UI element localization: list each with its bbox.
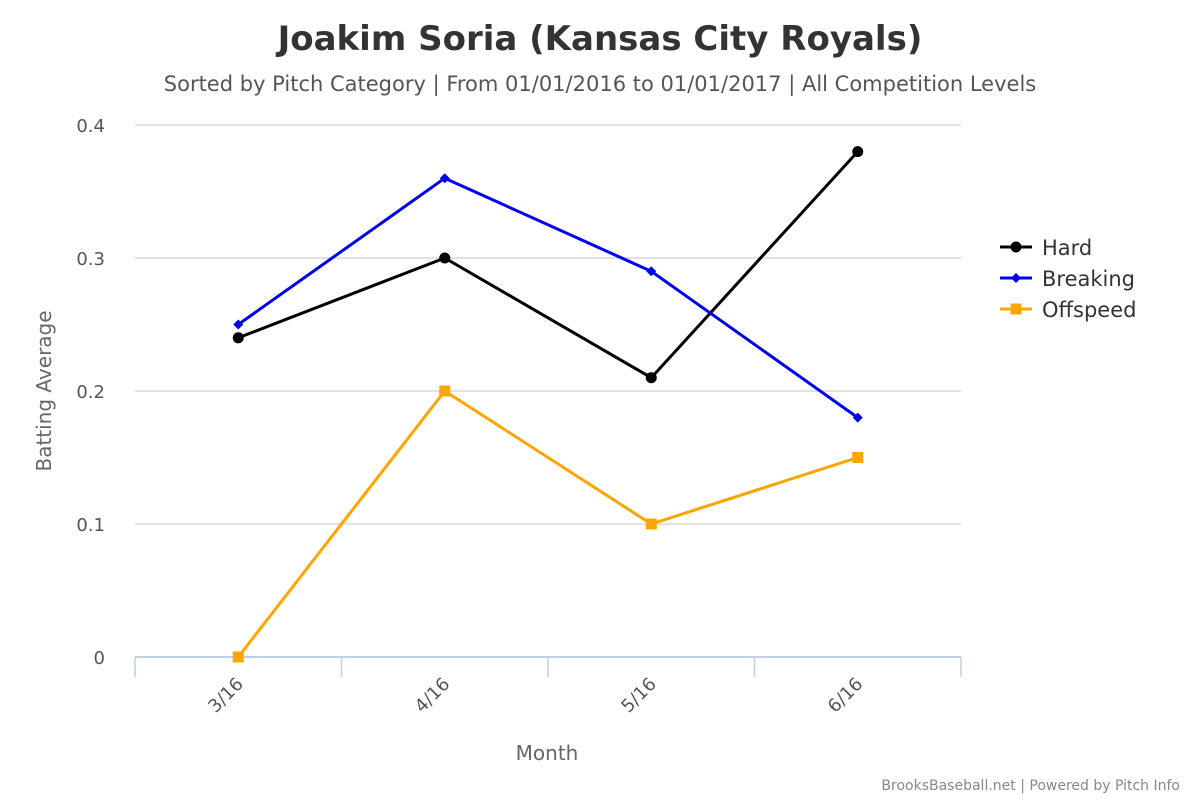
data-point-offspeed[interactable] — [645, 518, 657, 530]
legend-item-breaking[interactable]: Breaking — [1000, 267, 1135, 291]
y-tick-label: 0.3 — [76, 249, 105, 270]
data-point-breaking[interactable] — [439, 173, 450, 184]
series-line-hard[interactable] — [237, 150, 859, 380]
series-group — [232, 146, 864, 663]
gridlines — [135, 124, 961, 525]
data-point-offspeed[interactable] — [439, 385, 451, 397]
data-point-offspeed[interactable] — [852, 452, 864, 463]
data-point-breaking[interactable] — [852, 412, 863, 423]
legend: Hard Breaking Offspeed — [1000, 236, 1136, 322]
chart-credit[interactable]: BrooksBaseball.net | Powered by Pitch In… — [881, 778, 1180, 794]
x-tick-label: 5/16 — [617, 674, 660, 717]
series-line-offspeed[interactable] — [237, 388, 859, 658]
data-point-breaking[interactable] — [233, 319, 244, 330]
x-tick-label: 3/16 — [204, 674, 247, 717]
data-point-hard[interactable] — [852, 146, 864, 158]
x-tick-label: 4/16 — [411, 674, 454, 717]
legend-label: Hard — [1042, 236, 1092, 260]
x-axis: 3/16 4/16 5/16 6/16 — [134, 656, 962, 717]
legend-marker-icon[interactable] — [1011, 273, 1021, 283]
data-point-hard[interactable] — [439, 252, 451, 264]
legend-marker-icon[interactable] — [1010, 303, 1022, 315]
series-offspeed — [232, 385, 864, 663]
data-point-offspeed[interactable] — [232, 651, 244, 663]
x-axis-title: Month — [516, 741, 579, 765]
data-point-hard[interactable] — [645, 372, 657, 384]
series-breaking — [233, 173, 863, 423]
series-line-breaking[interactable] — [237, 176, 859, 419]
legend-marker-icon[interactable] — [1010, 241, 1022, 253]
series-hard — [232, 146, 864, 384]
legend-item-offspeed[interactable]: Offspeed — [1000, 298, 1136, 322]
chart-subtitle: Sorted by Pitch Category | From 01/01/20… — [164, 72, 1036, 97]
legend-label: Breaking — [1042, 267, 1135, 291]
y-tick-label: 0.1 — [76, 515, 105, 536]
chart-title: Joakim Soria (Kansas City Royals) — [276, 19, 923, 59]
data-point-hard[interactable] — [232, 332, 244, 344]
legend-item-hard[interactable]: Hard — [1000, 236, 1092, 260]
y-tick-label: 0 — [94, 648, 105, 669]
legend-label: Offspeed — [1042, 298, 1136, 322]
y-tick-label: 0.4 — [76, 116, 105, 137]
y-tick-label: 0.2 — [76, 382, 105, 403]
data-point-breaking[interactable] — [646, 266, 657, 277]
x-tick-label: 6/16 — [824, 674, 867, 717]
y-axis-title: Batting Average — [32, 310, 56, 471]
y-axis-ticks: 0 0.1 0.2 0.3 0.4 — [76, 116, 105, 669]
